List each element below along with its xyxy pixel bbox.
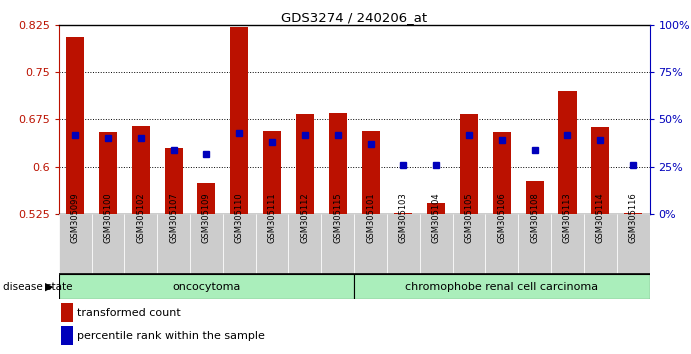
Text: transformed count: transformed count — [77, 308, 181, 318]
Bar — [395, 213, 413, 214]
Text: disease state: disease state — [3, 282, 73, 292]
Bar — [584, 214, 616, 274]
Text: GSM305101: GSM305101 — [366, 193, 375, 243]
Text: GSM305103: GSM305103 — [399, 192, 408, 243]
Bar — [518, 214, 551, 274]
Bar — [91, 214, 124, 274]
Text: GSM305116: GSM305116 — [629, 192, 638, 243]
Bar — [361, 131, 379, 214]
Bar — [591, 127, 609, 214]
Text: GSM305109: GSM305109 — [202, 193, 211, 243]
Text: GSM305115: GSM305115 — [333, 193, 342, 243]
Bar — [354, 214, 387, 274]
Text: GSM305111: GSM305111 — [267, 193, 276, 243]
Bar — [256, 214, 289, 274]
Bar — [124, 214, 158, 274]
Bar — [132, 126, 150, 214]
Bar — [624, 213, 642, 214]
Bar — [453, 214, 485, 274]
Text: ▶: ▶ — [46, 282, 54, 292]
Bar — [354, 274, 650, 299]
Text: GSM305104: GSM305104 — [432, 193, 441, 243]
Bar — [99, 132, 117, 214]
Text: percentile rank within the sample: percentile rank within the sample — [77, 331, 265, 341]
Text: GSM305102: GSM305102 — [136, 193, 145, 243]
Bar — [460, 114, 478, 214]
Text: GSM305100: GSM305100 — [104, 193, 113, 243]
Bar — [263, 131, 281, 214]
Bar — [551, 214, 584, 274]
Bar — [526, 181, 544, 214]
Text: GSM305112: GSM305112 — [301, 193, 310, 243]
Bar — [427, 203, 445, 214]
Bar — [296, 114, 314, 214]
Text: GSM305106: GSM305106 — [498, 192, 507, 243]
Bar — [190, 214, 223, 274]
Bar — [289, 214, 321, 274]
Bar — [387, 214, 419, 274]
Text: GSM305107: GSM305107 — [169, 192, 178, 243]
Bar — [616, 214, 650, 274]
Bar — [59, 274, 354, 299]
Bar — [485, 214, 518, 274]
Bar — [493, 132, 511, 214]
Text: GSM305099: GSM305099 — [70, 193, 79, 243]
Bar — [329, 113, 347, 214]
Bar — [230, 27, 248, 214]
Bar — [321, 214, 354, 274]
Text: chromophobe renal cell carcinoma: chromophobe renal cell carcinoma — [406, 282, 598, 292]
Text: GSM305114: GSM305114 — [596, 193, 605, 243]
Bar — [157, 214, 190, 274]
Text: GSM305113: GSM305113 — [563, 192, 572, 243]
Text: GSM305108: GSM305108 — [530, 192, 539, 243]
Bar — [419, 214, 453, 274]
Title: GDS3274 / 240206_at: GDS3274 / 240206_at — [281, 11, 427, 24]
Bar — [198, 183, 216, 214]
Bar — [223, 214, 256, 274]
Text: GSM305110: GSM305110 — [235, 193, 244, 243]
Bar — [558, 91, 576, 214]
Text: oncocytoma: oncocytoma — [172, 282, 240, 292]
Bar — [164, 148, 182, 214]
Bar — [66, 38, 84, 214]
Text: GSM305105: GSM305105 — [464, 193, 473, 243]
Bar — [59, 214, 91, 274]
